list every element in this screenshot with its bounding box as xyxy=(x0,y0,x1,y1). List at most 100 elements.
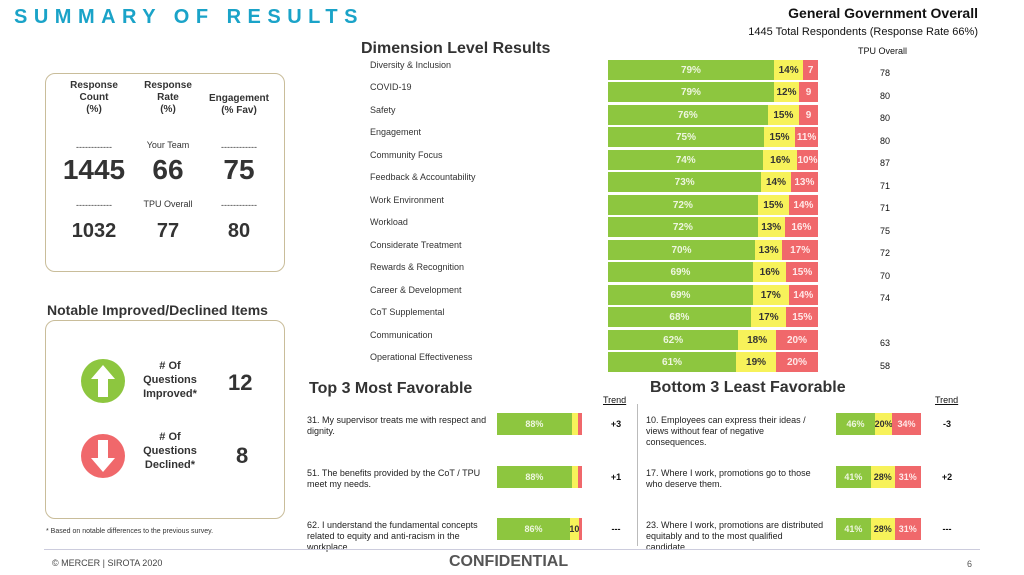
unfavorable-segment: 15% xyxy=(786,262,818,282)
unfavorable-segment: 7 xyxy=(803,60,818,80)
neutral-segment: 13% xyxy=(757,217,785,237)
notable-title: Notable Improved/Declined Items xyxy=(47,302,268,318)
dimension-label: Work Environment xyxy=(370,195,444,205)
unfavorable-segment: 20% xyxy=(775,330,818,350)
neutral-segment: 16% xyxy=(752,262,787,282)
top3-trend-value: +3 xyxy=(610,419,622,429)
unfavorable-segment: 34% xyxy=(892,413,921,435)
unfavorable-segment: 10% xyxy=(796,150,818,170)
dimension-label: Considerate Treatment xyxy=(370,240,462,250)
unfavorable-segment: 9 xyxy=(799,105,818,125)
favorable-segment: 79% xyxy=(608,82,774,102)
summary-box: Response Count (%) Response Rate (%) Eng… xyxy=(45,73,285,272)
top3-item-text: 62. I understand the fundamental concept… xyxy=(307,520,478,552)
header-line: (%) xyxy=(160,104,176,115)
tpu-overall-value: 87 xyxy=(880,158,891,168)
dimension-bar: 69% 17% 14% xyxy=(608,285,818,305)
dimension-bar: 72% 13% 16% xyxy=(608,217,818,237)
tpu-overall-value: 74 xyxy=(880,293,891,303)
tpu-overall-header: TPU Overall xyxy=(858,46,908,56)
team-response-rate: 66 xyxy=(152,154,184,185)
tpu-overall-value: 80 xyxy=(880,113,891,123)
dimension-label: Rewards & Recognition xyxy=(370,262,465,272)
unfavorable-segment: 14% xyxy=(788,195,818,215)
down-arrow-icon xyxy=(81,434,125,478)
unfavorable-segment xyxy=(577,466,582,488)
dimension-label: Communication xyxy=(370,330,433,340)
label-line: Questions xyxy=(143,374,197,386)
header-line: (% Fav) xyxy=(221,105,257,116)
unfavorable-segment xyxy=(577,413,582,435)
favorable-segment: 62% xyxy=(608,330,739,350)
dimension-bar: 79% 14% 7 xyxy=(608,60,818,80)
top3-trend-header: Trend xyxy=(603,395,627,405)
separator-dash: ------------ xyxy=(221,200,257,210)
unfavorable-segment: 11% xyxy=(795,127,818,147)
favorable-segment: 72% xyxy=(608,217,758,237)
up-arrow-icon xyxy=(81,359,125,403)
tpu-response-count: 1032 xyxy=(71,220,117,242)
dimension-bar: 74% 16% 10% xyxy=(608,150,818,170)
label-line: # Of xyxy=(159,360,181,372)
section-divider xyxy=(637,404,638,546)
neutral-segment: 13% xyxy=(755,240,783,260)
favorable-segment: 86% xyxy=(497,518,571,540)
label-line: # Of xyxy=(159,431,181,443)
dimension-label: Engagement xyxy=(370,127,422,137)
improved-label: # Of Questions Improved* xyxy=(130,359,210,401)
neutral-segment xyxy=(571,413,578,435)
bottom3-item-text: 17. Where I work, promotions go to those… xyxy=(646,468,811,489)
neutral-segment: 20% xyxy=(875,413,893,435)
neutral-segment: 14% xyxy=(773,60,804,80)
top3-item-bar: 88% xyxy=(497,466,582,488)
team-response-count: 1445 xyxy=(62,154,126,185)
engagement-header: Engagement (% Fav) xyxy=(198,93,280,117)
top3-item-bar: 86% 10 xyxy=(497,518,582,540)
neutral-segment: 15% xyxy=(757,195,789,215)
dimension-bar: 62% 18% 20% xyxy=(608,330,818,350)
favorable-segment: 74% xyxy=(608,150,764,170)
response-count-header: Response Count (%) xyxy=(50,80,138,116)
dimension-bar: 76% 15% 9 xyxy=(608,105,818,125)
footnote: * Based on notable differences to the pr… xyxy=(46,528,214,535)
dimension-bar: 79% 12% 9 xyxy=(608,82,818,102)
top3-trend-value: --- xyxy=(611,524,621,534)
favorable-segment: 72% xyxy=(608,195,758,215)
dimension-bar: 72% 15% 14% xyxy=(608,195,818,215)
dimension-label: Workload xyxy=(370,217,408,227)
favorable-segment: 79% xyxy=(608,60,774,80)
footer-divider xyxy=(44,549,980,550)
neutral-segment: 10 xyxy=(570,518,579,540)
notable-box: # Of Questions Improved* 12 # Of Questio… xyxy=(45,320,285,519)
neutral-segment: 18% xyxy=(738,330,776,350)
unfavorable-segment: 9 xyxy=(799,82,818,102)
top3-item-text: 31. My supervisor treats me with respect… xyxy=(307,415,487,436)
your-team-label: Your Team xyxy=(146,140,190,150)
team-engagement: 75 xyxy=(223,154,255,185)
dimension-bar: 75% 15% 11% xyxy=(608,127,818,147)
favorable-segment: 76% xyxy=(608,105,768,125)
label-line: Improved* xyxy=(143,388,197,400)
tpu-overall-value: 71 xyxy=(880,203,891,213)
header-line: Count xyxy=(79,92,109,103)
org-name: General Government Overall xyxy=(788,5,978,21)
unfavorable-segment: 31% xyxy=(894,466,921,488)
tpu-overall-label: TPU Overall xyxy=(143,199,193,209)
neutral-segment xyxy=(571,466,578,488)
declined-count: 8 xyxy=(236,443,249,468)
tpu-overall-value: 72 xyxy=(880,248,891,258)
bottom3-item-bar: 41% 28% 31% xyxy=(836,466,921,488)
bottom3-trend-value: --- xyxy=(942,524,952,534)
unfavorable-segment xyxy=(578,518,582,540)
header-line: Response xyxy=(70,80,118,91)
dimension-bar: 70% 13% 17% xyxy=(608,240,818,260)
tpu-overall-value: 71 xyxy=(880,181,891,191)
header-line: Rate xyxy=(157,92,179,103)
neutral-segment: 19% xyxy=(736,352,776,372)
unfavorable-segment: 15% xyxy=(786,307,818,327)
label-line: Declined* xyxy=(144,459,196,471)
dimension-label: Community Focus xyxy=(370,150,443,160)
top3-trend-value: +1 xyxy=(610,472,622,482)
neutral-segment: 17% xyxy=(750,307,787,327)
bottom3-item-bar: 46% 20% 34% xyxy=(836,413,921,435)
